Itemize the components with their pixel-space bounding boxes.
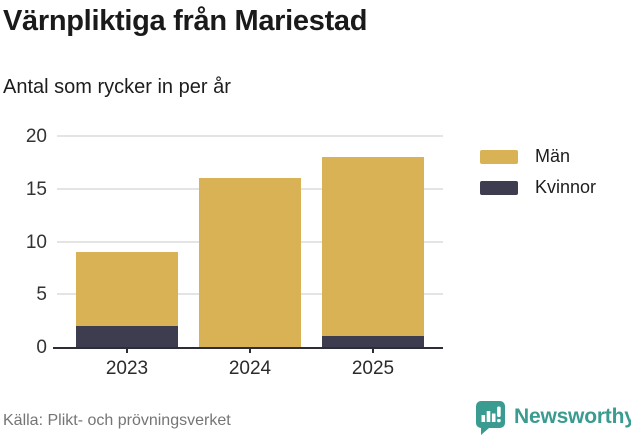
legend: Män Kvinnor xyxy=(480,146,596,208)
bar-segment-2025-Män xyxy=(322,157,424,337)
bar-segment-2023-Kvinnor xyxy=(76,325,178,347)
x-axis-tick-label: 2023 xyxy=(105,358,149,379)
gridline-y-20 xyxy=(57,135,443,137)
y-axis-tick-label: 0 xyxy=(36,337,47,358)
source-note: Källa: Plikt- och prövningsverket xyxy=(3,412,231,429)
brand-logo: Newsworthy xyxy=(476,401,631,435)
page-title: Värnpliktiga från Mariestad xyxy=(3,5,368,37)
bar-segment-2025-Kvinnor xyxy=(322,336,424,347)
bar-segment-2023-Män xyxy=(76,252,178,326)
x-axis-tick xyxy=(372,347,374,353)
legend-swatch xyxy=(480,149,518,164)
bar-2023 xyxy=(76,136,178,347)
x-axis-line xyxy=(53,347,443,349)
x-axis-tick xyxy=(126,347,128,353)
brand-name: Newsworthy xyxy=(514,405,631,428)
y-axis-tick-label: 5 xyxy=(36,284,47,306)
plot-area: 0 5 10 15 20 2023 2024 2025 xyxy=(26,127,443,379)
y-axis-tick-label: 10 xyxy=(25,231,47,253)
bar-2025 xyxy=(322,136,424,347)
chart-subtitle: Antal som rycker in per år xyxy=(3,76,231,98)
legend-label: Kvinnor xyxy=(535,177,597,197)
x-axis-tick-label: 2024 xyxy=(228,358,272,379)
bar-segment-2024-Män xyxy=(199,178,301,347)
x-axis-tick-label: 2025 xyxy=(351,358,395,379)
y-axis-tick-label: 15 xyxy=(25,178,47,200)
legend-label: Män xyxy=(535,146,571,166)
bar-2024 xyxy=(199,136,301,347)
x-axis-tick xyxy=(249,347,251,353)
y-axis-tick-label: 20 xyxy=(25,126,47,147)
legend-item-Kvinnor: Kvinnor xyxy=(480,177,596,198)
legend-swatch xyxy=(480,180,518,195)
newsworthy-bubble-icon xyxy=(476,401,505,435)
legend-item-Män: Män xyxy=(480,146,596,167)
